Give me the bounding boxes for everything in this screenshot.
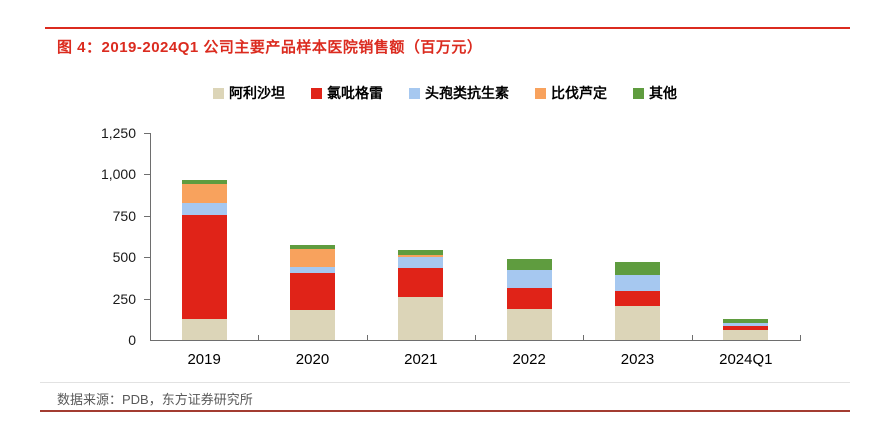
bar-segment-2020-其他 [290,244,335,249]
y-axis-tick-label: 1,250 [100,125,136,141]
bar-segment-2022-头孢类抗生素 [506,270,552,288]
bar-segment-2024Q1-阿利沙坦 [723,330,769,340]
bottom-rule [40,410,850,412]
chart-legend: 阿利沙坦 氯吡格雷 头孢类抗生素 比伐芦定 其他 [40,83,850,103]
bar-segment-2022-阿利沙坦 [506,309,552,340]
y-tick [144,257,150,259]
legend-swatch-icon [409,87,420,99]
y-axis-tick-label: 750 [112,207,136,224]
legend-item-2: 头孢类抗生素 [409,83,509,103]
y-tick [144,298,150,300]
bar-segment-2020-氯吡格雷 [290,272,335,311]
legend-swatch-icon [535,87,546,99]
x-tick [258,335,260,340]
x-axis-line [150,340,801,341]
y-axis-line [150,133,151,340]
x-tick [583,335,585,340]
legend-label: 氯吡格雷 [327,85,383,101]
top-rule [45,27,850,29]
bar-segment-2023-阿利沙坦 [615,306,660,340]
y-axis-tick-label: 0 [128,332,136,348]
y-tick [144,215,150,217]
bar-segment-2019-比伐芦定 [181,184,227,203]
x-tick [800,335,801,340]
x-tick [475,335,476,340]
legend-swatch-icon [311,87,322,99]
y-axis-tick-label: 250 [112,290,136,307]
bar-segment-2024Q1-氯吡格雷 [723,326,769,331]
y-tick [144,174,150,176]
bar-segment-2021-阿利沙坦 [398,296,444,340]
legend-swatch-icon [213,87,224,99]
bar-segment-2021-其他 [398,249,444,255]
legend-item-0: 阿利沙坦 [213,83,285,103]
bar-segment-2019-其他 [181,180,227,185]
bar-segment-2023-其他 [615,262,660,276]
legend-label: 头孢类抗生素 [425,85,509,101]
x-tick [691,335,693,340]
x-axis-category-label: 2023 [620,351,655,368]
x-axis-category-label: 2019 [187,351,221,368]
separator-line [40,382,850,383]
legend-item-4: 其他 [633,83,677,103]
bar-segment-2021-氯吡格雷 [398,267,444,297]
y-axis-tick-label: 500 [112,249,136,266]
figure-title: 图 4：2019-2024Q1 公司主要产品样本医院销售额（百万元） [57,39,483,56]
x-axis-category-label: 2021 [404,351,438,368]
data-source-text: 数据来源：PDB，东方证券研究所 [57,392,253,407]
bar-segment-2024Q1-其他 [723,319,769,323]
y-axis-tick-label: 1,000 [100,166,136,183]
x-axis-category-label: 2020 [295,351,330,368]
y-tick [144,133,150,134]
bar-segment-2021-比伐芦定 [398,254,444,258]
legend-label: 其他 [649,85,677,101]
bar-segment-2021-头孢类抗生素 [398,257,444,268]
bar-segment-2019-氯吡格雷 [181,214,227,320]
legend-label: 比伐芦定 [551,85,607,101]
bar-segment-2024Q1-头孢类抗生素 [723,322,769,327]
x-axis-category-label: 2022 [512,351,546,368]
bar-segment-2020-阿利沙坦 [290,310,335,340]
bar-segment-2020-头孢类抗生素 [290,267,335,273]
legend-swatch-icon [633,87,644,99]
bar-segment-2022-其他 [506,258,552,271]
legend-label: 阿利沙坦 [229,85,285,101]
legend-item-3: 比伐芦定 [535,83,607,103]
bar-segment-2019-头孢类抗生素 [181,202,227,215]
x-axis-category-label: 2024Q1 [719,351,773,368]
bar-segment-2023-氯吡格雷 [615,291,660,307]
bar-segment-2022-氯吡格雷 [506,287,552,310]
bar-segment-2023-头孢类抗生素 [615,275,660,292]
bar-segment-2020-比伐芦定 [290,248,335,268]
legend-item-1: 氯吡格雷 [311,83,383,103]
x-tick [366,335,368,340]
bar-segment-2019-阿利沙坦 [181,319,227,340]
